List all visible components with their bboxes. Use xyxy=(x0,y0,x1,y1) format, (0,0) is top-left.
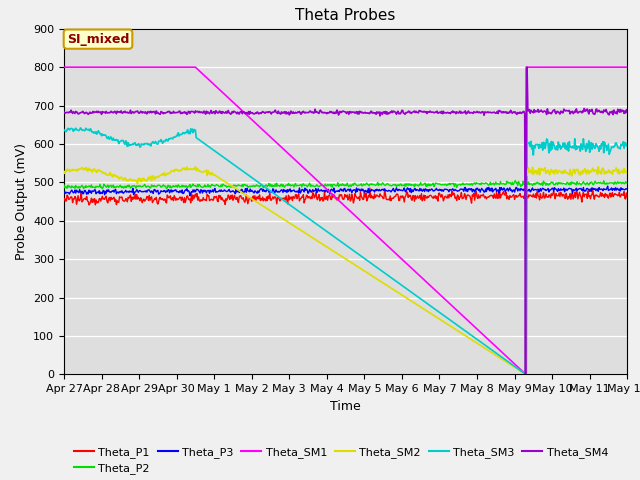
Theta_SM1 xyxy=(522,372,530,377)
Theta_SM4 xyxy=(392,109,399,115)
Theta_P2 xyxy=(338,182,346,188)
Line: Theta_SM1: Theta_SM1 xyxy=(64,67,627,374)
Theta_SM2 xyxy=(338,253,346,259)
Theta_P1 xyxy=(209,197,216,203)
Legend: Theta_P1, Theta_P2, Theta_P3, Theta_SM1, Theta_SM2, Theta_SM3, Theta_SM4: Theta_P1, Theta_P2, Theta_P3, Theta_SM1,… xyxy=(70,442,612,479)
Theta_P2 xyxy=(448,180,456,186)
Theta_P3 xyxy=(184,188,191,194)
Theta_SM3 xyxy=(448,319,456,324)
Y-axis label: Probe Output (mV): Probe Output (mV) xyxy=(15,143,28,260)
Theta_P1 xyxy=(85,202,93,208)
Theta_P1 xyxy=(184,196,192,202)
Theta_SM4 xyxy=(60,109,68,115)
Line: Theta_P2: Theta_P2 xyxy=(64,180,627,189)
Theta_SM4 xyxy=(522,64,530,70)
Theta_SM2 xyxy=(184,167,191,173)
Theta_P1 xyxy=(573,190,581,195)
Line: Theta_P1: Theta_P1 xyxy=(64,188,627,205)
Theta_SM4 xyxy=(623,108,631,114)
Theta_SM3 xyxy=(338,239,346,245)
Line: Theta_SM2: Theta_SM2 xyxy=(64,167,627,374)
Theta_SM2 xyxy=(60,168,68,174)
Theta_SM3 xyxy=(522,372,529,377)
Theta_P2 xyxy=(392,183,400,189)
Theta_SM2 xyxy=(623,169,631,175)
Theta_SM3 xyxy=(60,127,68,132)
Theta_P1 xyxy=(60,197,68,203)
Theta_SM3 xyxy=(209,146,216,152)
Theta_P3 xyxy=(392,185,400,191)
Theta_SM2 xyxy=(522,372,529,377)
Theta_P3 xyxy=(60,190,68,196)
Theta_SM1 xyxy=(337,200,345,205)
Theta_SM1 xyxy=(60,64,68,70)
Line: Theta_SM4: Theta_SM4 xyxy=(64,67,627,374)
Theta_P1 xyxy=(394,191,401,197)
Theta_P2 xyxy=(573,179,581,185)
Theta_P2 xyxy=(184,183,192,189)
Line: Theta_SM3: Theta_SM3 xyxy=(64,128,627,374)
Theta_P3 xyxy=(448,187,456,192)
Theta_SM4 xyxy=(522,372,529,377)
Theta_SM4 xyxy=(447,109,455,115)
Theta_P3 xyxy=(623,186,631,192)
X-axis label: Time: Time xyxy=(330,400,361,413)
Theta_SM3 xyxy=(573,146,581,152)
Title: Theta Probes: Theta Probes xyxy=(296,9,396,24)
Theta_P1 xyxy=(338,192,346,198)
Theta_SM4 xyxy=(184,111,191,117)
Theta_P2 xyxy=(511,178,519,183)
Theta_P2 xyxy=(60,182,68,188)
Theta_SM3 xyxy=(77,125,84,131)
Theta_P2 xyxy=(623,180,631,185)
Theta_SM1 xyxy=(447,302,455,308)
Theta_SM2 xyxy=(392,288,400,294)
Theta_SM1 xyxy=(392,251,399,256)
Theta_SM2 xyxy=(573,167,581,172)
Theta_P1 xyxy=(623,194,631,200)
Theta_SM3 xyxy=(623,141,631,146)
Theta_SM4 xyxy=(337,110,345,116)
Theta_SM2 xyxy=(448,324,456,330)
Theta_SM2 xyxy=(209,172,216,178)
Theta_SM4 xyxy=(208,110,216,116)
Theta_SM3 xyxy=(184,131,192,136)
Theta_P3 xyxy=(604,183,611,189)
Theta_SM3 xyxy=(392,278,400,284)
Theta_P3 xyxy=(209,187,216,193)
Theta_P2 xyxy=(209,182,216,188)
Theta_SM1 xyxy=(184,64,191,70)
Theta_P3 xyxy=(186,193,194,199)
Theta_SM1 xyxy=(623,64,631,70)
Theta_SM1 xyxy=(573,64,580,70)
Line: Theta_P3: Theta_P3 xyxy=(64,186,627,196)
Theta_P2 xyxy=(163,186,170,192)
Theta_P3 xyxy=(573,185,580,191)
Theta_SM4 xyxy=(573,109,581,115)
Theta_P3 xyxy=(338,188,346,193)
Theta_P1 xyxy=(449,192,456,198)
Theta_SM1 xyxy=(208,80,216,85)
Theta_SM2 xyxy=(191,164,199,169)
Theta_P1 xyxy=(366,185,374,191)
Text: SI_mixed: SI_mixed xyxy=(67,33,129,46)
